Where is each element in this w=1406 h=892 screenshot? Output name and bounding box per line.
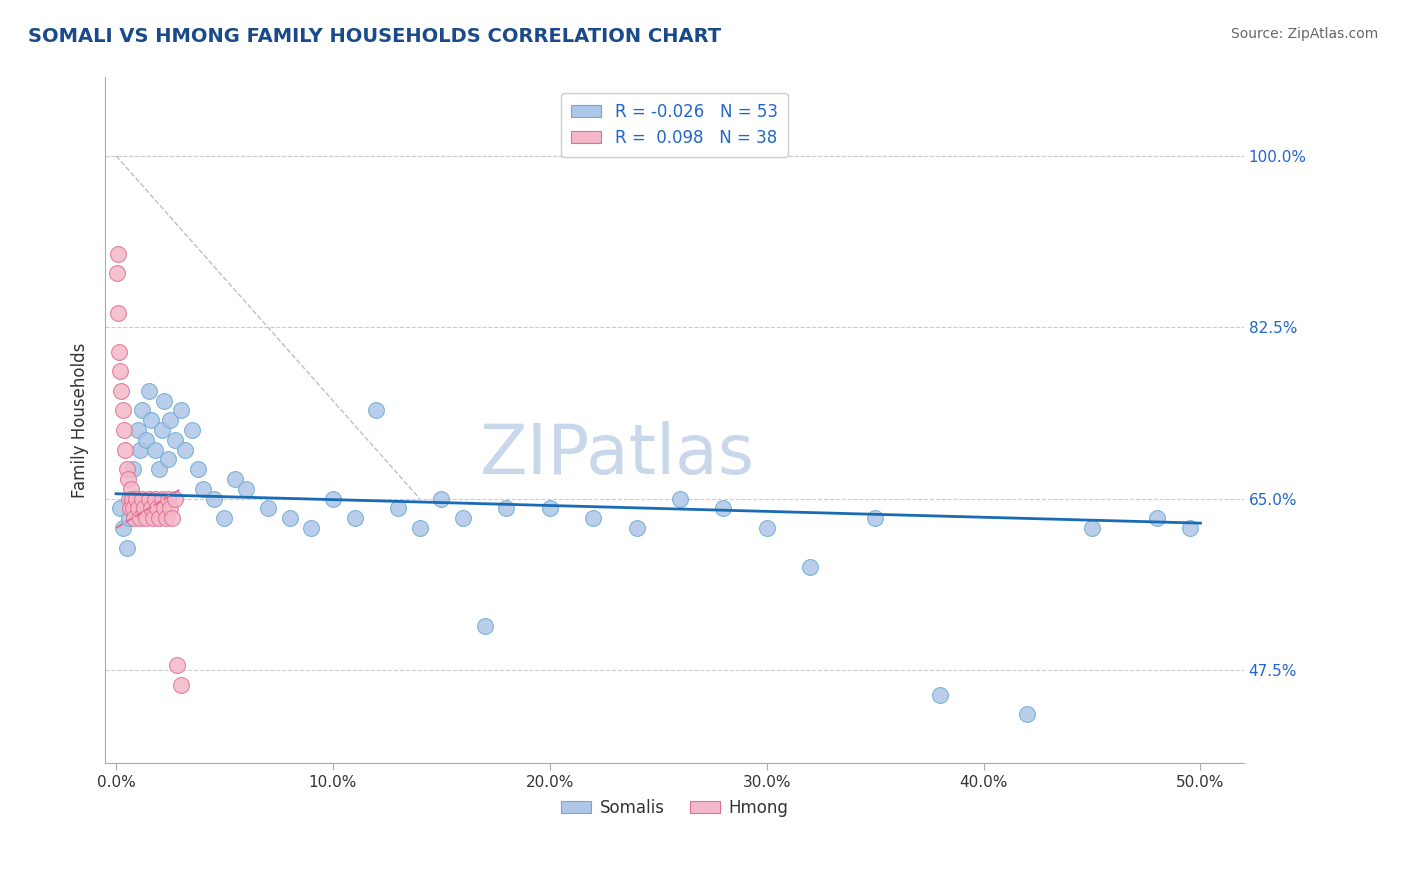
- Point: [120, 491, 142, 506]
- Point: [107, 305, 129, 319]
- Point: [139, 413, 162, 427]
- Y-axis label: Family Households: Family Households: [72, 343, 89, 498]
- Point: [582, 511, 605, 525]
- Point: [127, 501, 149, 516]
- Point: [112, 423, 135, 437]
- Point: [343, 511, 366, 525]
- Point: [115, 462, 138, 476]
- Point: [129, 442, 152, 457]
- Point: [474, 619, 496, 633]
- Point: [143, 491, 166, 506]
- Point: [110, 501, 132, 516]
- Point: [191, 482, 214, 496]
- Point: [143, 442, 166, 457]
- Point: [174, 442, 197, 457]
- Point: [131, 403, 153, 417]
- Text: Source: ZipAtlas.com: Source: ZipAtlas.com: [1230, 27, 1378, 41]
- Point: [117, 472, 139, 486]
- Point: [799, 560, 821, 574]
- Point: [408, 521, 430, 535]
- Point: [170, 678, 193, 692]
- Point: [159, 413, 181, 427]
- Point: [108, 344, 131, 359]
- Point: [538, 501, 561, 516]
- Point: [121, 491, 143, 506]
- Point: [120, 482, 142, 496]
- Point: [146, 501, 169, 516]
- Point: [139, 501, 162, 516]
- Point: [138, 491, 160, 506]
- Point: [495, 501, 517, 516]
- Point: [118, 511, 141, 525]
- Point: [1146, 511, 1168, 525]
- Point: [163, 491, 186, 506]
- Point: [114, 442, 136, 457]
- Point: [152, 393, 174, 408]
- Point: [135, 511, 157, 525]
- Point: [669, 491, 692, 506]
- Point: [170, 403, 193, 417]
- Point: [1178, 521, 1201, 535]
- Point: [110, 364, 132, 378]
- Point: [129, 511, 152, 525]
- Point: [235, 482, 257, 496]
- Point: [224, 472, 246, 486]
- Point: [148, 462, 170, 476]
- Point: [152, 501, 174, 516]
- Point: [387, 501, 409, 516]
- Point: [120, 501, 142, 516]
- Point: [111, 521, 134, 535]
- Point: [202, 491, 225, 506]
- Point: [711, 501, 734, 516]
- Point: [127, 423, 149, 437]
- Point: [122, 501, 145, 516]
- Point: [181, 423, 204, 437]
- Point: [162, 511, 184, 525]
- Point: [107, 246, 129, 260]
- Point: [755, 521, 778, 535]
- Point: [148, 511, 170, 525]
- Point: [122, 462, 145, 476]
- Point: [134, 501, 156, 516]
- Point: [626, 521, 648, 535]
- Point: [166, 658, 188, 673]
- Point: [863, 511, 886, 525]
- Point: [1081, 521, 1104, 535]
- Point: [929, 688, 952, 702]
- Text: ZIPatlas: ZIPatlas: [479, 421, 755, 488]
- Point: [187, 462, 209, 476]
- Point: [115, 541, 138, 555]
- Point: [451, 511, 474, 525]
- Legend: Somalis, Hmong: Somalis, Hmong: [554, 792, 794, 823]
- Point: [150, 491, 173, 506]
- Point: [322, 491, 344, 506]
- Point: [105, 266, 128, 280]
- Point: [366, 403, 388, 417]
- Point: [257, 501, 280, 516]
- Point: [214, 511, 236, 525]
- Point: [124, 491, 146, 506]
- Point: [157, 452, 180, 467]
- Point: [278, 511, 301, 525]
- Point: [124, 511, 146, 525]
- Point: [138, 384, 160, 398]
- Point: [430, 491, 453, 506]
- Point: [118, 491, 141, 506]
- Point: [1015, 707, 1038, 722]
- Point: [135, 433, 157, 447]
- Text: SOMALI VS HMONG FAMILY HOUSEHOLDS CORRELATION CHART: SOMALI VS HMONG FAMILY HOUSEHOLDS CORREL…: [28, 27, 721, 45]
- Point: [131, 491, 153, 506]
- Point: [155, 511, 177, 525]
- Point: [163, 433, 186, 447]
- Point: [157, 491, 180, 506]
- Point: [150, 423, 173, 437]
- Point: [110, 384, 132, 398]
- Point: [299, 521, 322, 535]
- Point: [142, 511, 165, 525]
- Point: [159, 501, 181, 516]
- Point: [111, 403, 134, 417]
